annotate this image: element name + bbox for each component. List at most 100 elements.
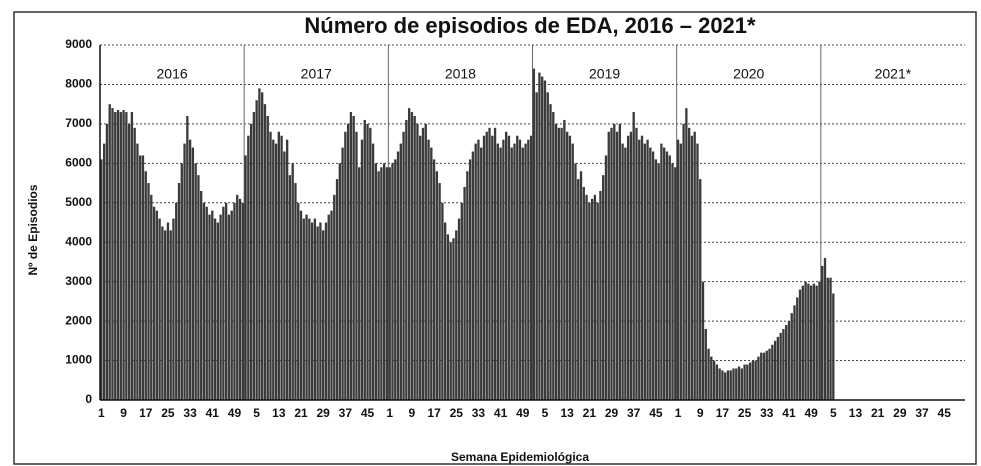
bar xyxy=(396,151,400,400)
bar xyxy=(238,198,242,400)
x-tick-label: 17 xyxy=(716,406,730,420)
bar xyxy=(355,131,358,400)
bar xyxy=(613,123,616,400)
bar xyxy=(455,230,458,400)
bar xyxy=(222,206,225,400)
bar xyxy=(468,159,472,400)
bar xyxy=(826,277,829,400)
bar xyxy=(255,100,258,400)
bar xyxy=(521,147,524,400)
bar xyxy=(385,167,389,400)
bar xyxy=(416,123,419,400)
bar xyxy=(565,131,569,400)
bar xyxy=(535,92,538,400)
bar xyxy=(582,187,585,400)
x-tick-label: 1 xyxy=(98,406,105,420)
bar xyxy=(635,127,638,400)
bar xyxy=(274,143,278,400)
bar xyxy=(516,135,519,400)
bar xyxy=(776,336,780,400)
x-tick-label: 13 xyxy=(272,406,286,420)
bar xyxy=(208,214,211,400)
bar xyxy=(657,163,660,400)
bar xyxy=(651,151,655,400)
bar xyxy=(671,163,674,400)
bar xyxy=(518,139,522,400)
year-label: 2021* xyxy=(875,66,912,82)
bar xyxy=(388,167,391,400)
bar xyxy=(430,147,433,400)
bar xyxy=(696,143,699,400)
bar xyxy=(200,190,203,400)
bar xyxy=(679,143,682,400)
bar xyxy=(632,112,635,401)
bar xyxy=(654,159,658,400)
bar xyxy=(768,348,771,400)
bar xyxy=(299,210,303,400)
bar xyxy=(452,238,455,400)
bar xyxy=(421,127,425,400)
bar xyxy=(568,135,572,400)
bar xyxy=(280,135,283,400)
bar xyxy=(823,258,827,400)
bar xyxy=(510,147,513,400)
bar xyxy=(258,88,261,400)
bar xyxy=(504,131,508,400)
bar xyxy=(244,155,247,400)
bar xyxy=(272,139,275,400)
bar xyxy=(308,218,311,400)
bar xyxy=(721,370,724,400)
bar xyxy=(374,163,378,400)
bar xyxy=(546,92,549,400)
bar xyxy=(793,305,796,400)
bar xyxy=(529,135,533,400)
bar xyxy=(779,332,782,400)
bar xyxy=(288,175,292,400)
x-tick-label: 17 xyxy=(427,406,441,420)
bar xyxy=(125,112,128,401)
bar xyxy=(699,179,702,400)
x-tick-label: 5 xyxy=(253,406,260,420)
x-tick-label: 41 xyxy=(782,406,796,420)
bar xyxy=(818,281,821,400)
bar xyxy=(449,242,452,400)
bar xyxy=(227,214,231,400)
bar xyxy=(310,222,314,400)
bar xyxy=(155,210,158,400)
bar xyxy=(760,352,763,400)
bar xyxy=(621,143,624,400)
bar xyxy=(502,139,505,400)
y-tick-label: 5000 xyxy=(65,195,92,209)
bar xyxy=(590,198,594,400)
bar xyxy=(693,131,696,400)
bar xyxy=(674,167,677,400)
bar xyxy=(552,112,555,401)
bar xyxy=(360,139,364,400)
bar xyxy=(349,112,353,401)
x-tick-label: 33 xyxy=(472,406,486,420)
x-tick-label: 45 xyxy=(649,406,663,420)
bar xyxy=(333,194,336,400)
bar xyxy=(316,226,319,400)
x-tick-label: 37 xyxy=(627,406,641,420)
bar xyxy=(324,222,328,400)
bar xyxy=(571,143,574,400)
bar xyxy=(735,368,738,400)
bar xyxy=(410,112,414,401)
bar xyxy=(593,194,597,400)
bar xyxy=(640,135,644,400)
x-tick-label: 49 xyxy=(804,406,818,420)
bar xyxy=(712,360,716,400)
bar xyxy=(341,147,344,400)
bar xyxy=(177,183,181,400)
bar xyxy=(563,119,566,400)
bar xyxy=(615,131,619,400)
bar xyxy=(607,131,610,400)
y-tick-label: 1000 xyxy=(65,353,92,367)
year-label: 2017 xyxy=(301,66,332,82)
bar xyxy=(139,155,142,400)
x-tick-label: 21 xyxy=(871,406,885,420)
bar xyxy=(161,226,164,400)
bar xyxy=(743,364,746,400)
